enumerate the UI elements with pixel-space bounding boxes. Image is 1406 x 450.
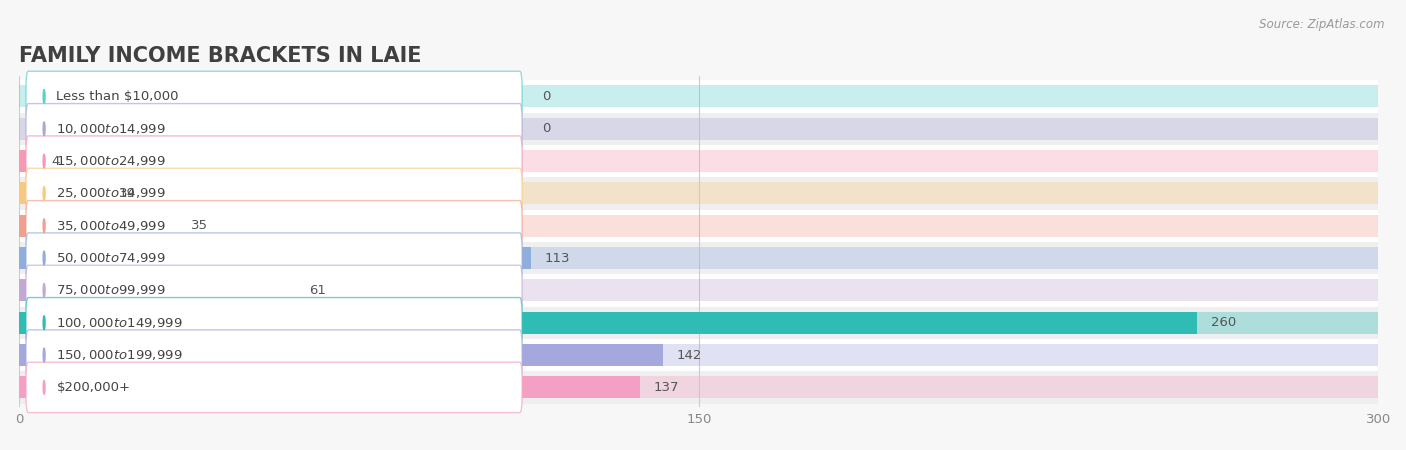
Circle shape [44, 284, 45, 297]
Text: 142: 142 [676, 349, 702, 361]
Bar [20, 118, 1378, 140]
Bar [20, 376, 640, 398]
Text: 19: 19 [120, 187, 136, 200]
Text: 0: 0 [543, 90, 551, 103]
Bar [20, 279, 295, 302]
Circle shape [44, 219, 45, 233]
Bar [20, 344, 662, 366]
Bar [20, 344, 1378, 366]
FancyBboxPatch shape [25, 330, 522, 380]
Text: $150,000 to $199,999: $150,000 to $199,999 [56, 348, 183, 362]
Text: 113: 113 [544, 252, 571, 265]
Bar [20, 376, 1378, 398]
Circle shape [44, 251, 45, 265]
Text: $25,000 to $34,999: $25,000 to $34,999 [56, 186, 166, 200]
Bar [20, 306, 1378, 339]
Circle shape [44, 187, 45, 200]
Circle shape [44, 316, 45, 329]
Bar [20, 247, 531, 269]
Circle shape [44, 381, 45, 394]
Bar [20, 279, 1378, 302]
Text: 137: 137 [654, 381, 679, 394]
FancyBboxPatch shape [25, 104, 522, 154]
Bar [20, 150, 1378, 172]
Bar [20, 112, 1378, 145]
Bar [20, 274, 1378, 306]
FancyBboxPatch shape [25, 362, 522, 413]
Bar [20, 312, 1378, 334]
Bar [20, 215, 1378, 237]
Text: 61: 61 [309, 284, 326, 297]
Text: $35,000 to $49,999: $35,000 to $49,999 [56, 219, 166, 233]
Bar [20, 145, 1378, 177]
FancyBboxPatch shape [25, 168, 522, 219]
Text: 0: 0 [543, 122, 551, 135]
Text: $15,000 to $24,999: $15,000 to $24,999 [56, 154, 166, 168]
Circle shape [44, 90, 45, 104]
Bar [20, 177, 1378, 210]
FancyBboxPatch shape [25, 265, 522, 315]
Bar [20, 371, 1378, 404]
Bar [20, 86, 1378, 108]
Text: $50,000 to $74,999: $50,000 to $74,999 [56, 251, 166, 265]
Bar [20, 150, 38, 172]
Bar [20, 339, 1378, 371]
Bar [20, 242, 1378, 274]
Text: 35: 35 [191, 219, 208, 232]
Bar [20, 182, 1378, 204]
FancyBboxPatch shape [25, 201, 522, 251]
Text: $200,000+: $200,000+ [56, 381, 131, 394]
Bar [20, 210, 1378, 242]
Text: $10,000 to $14,999: $10,000 to $14,999 [56, 122, 166, 136]
Text: Less than $10,000: Less than $10,000 [56, 90, 179, 103]
FancyBboxPatch shape [25, 136, 522, 186]
Bar [20, 215, 177, 237]
FancyBboxPatch shape [25, 297, 522, 348]
Text: $100,000 to $149,999: $100,000 to $149,999 [56, 316, 183, 330]
Text: 260: 260 [1211, 316, 1236, 329]
Bar [20, 80, 1378, 112]
Bar [20, 182, 105, 204]
Bar [20, 312, 1197, 334]
Circle shape [44, 122, 45, 135]
Bar [20, 247, 1378, 269]
Circle shape [44, 348, 45, 362]
Text: $75,000 to $99,999: $75,000 to $99,999 [56, 284, 166, 297]
Circle shape [44, 154, 45, 168]
Text: Source: ZipAtlas.com: Source: ZipAtlas.com [1260, 18, 1385, 31]
Text: 4: 4 [51, 155, 59, 167]
FancyBboxPatch shape [25, 233, 522, 283]
FancyBboxPatch shape [25, 71, 522, 122]
Text: FAMILY INCOME BRACKETS IN LAIE: FAMILY INCOME BRACKETS IN LAIE [20, 46, 422, 67]
